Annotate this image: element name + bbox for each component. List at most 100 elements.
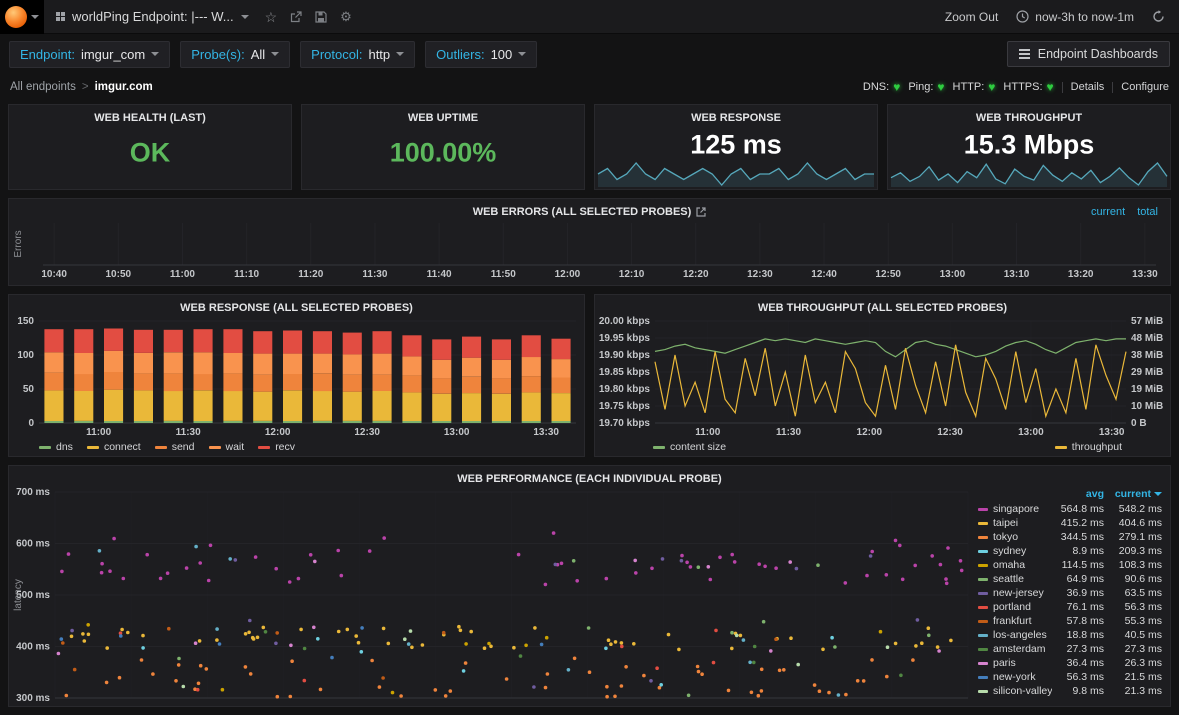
dashboard-picker[interactable]: worldPing Endpoint: |--- W... — [56, 9, 249, 24]
panel-title[interactable]: WEB ERRORS (ALL SELECTED PROBES) — [9, 199, 1170, 219]
probe-legend-row[interactable]: portland76.1 ms56.3 ms — [978, 600, 1162, 614]
probe-legend-row[interactable]: paris36.4 ms26.3 ms — [978, 656, 1162, 670]
dns-status-label: DNS: — [863, 81, 889, 93]
probe-legend-row[interactable]: tokyo344.5 ms279.1 ms — [978, 530, 1162, 544]
panel-web-response: WEB RESPONSE 125 ms — [594, 104, 878, 190]
svg-text:57 MiB: 57 MiB — [1131, 316, 1163, 327]
endpoint-filter-label: Endpoint: — [20, 47, 75, 62]
svg-text:10:40: 10:40 — [41, 269, 67, 280]
legend-item[interactable]: connect — [87, 441, 141, 453]
probes-filter[interactable]: Probe(s): All — [180, 41, 290, 68]
web-throughput-chart[interactable]: 11:0011:3012:0012:3013:0013:3020.00 kbps… — [595, 315, 1170, 438]
endpoint-dashboards-label: Endpoint Dashboards — [1038, 47, 1158, 61]
refresh-icon[interactable] — [1152, 10, 1165, 23]
web-performance-chart[interactable]: 300 ms400 ms500 ms600 ms700 mslatency — [9, 486, 974, 706]
time-picker[interactable]: now-3h to now-1m — [1016, 10, 1134, 24]
panel-title[interactable]: WEB RESPONSE (ALL SELECTED PROBES) — [9, 295, 584, 315]
probe-name: singapore — [993, 503, 1052, 515]
web-response-legend: dns connect send wait recv — [9, 438, 584, 456]
grafana-dashboard: worldPing Endpoint: |--- W... ☆ ⚙ Zoom O… — [0, 0, 1179, 715]
sort-by-avg[interactable]: avg — [1052, 488, 1104, 500]
heart-icon: ♥ — [893, 81, 900, 93]
svg-text:10:50: 10:50 — [106, 269, 132, 280]
probe-legend-row[interactable]: singapore564.8 ms548.2 ms — [978, 502, 1162, 516]
legend-label: send — [172, 441, 195, 453]
menu-icon — [1019, 49, 1030, 59]
probe-legend-row[interactable]: silicon-valley9.8 ms21.3 ms — [978, 684, 1162, 698]
svg-text:13:30: 13:30 — [1099, 427, 1125, 438]
web-response-sparkline — [596, 158, 876, 188]
sort-by-current[interactable]: current — [1104, 488, 1162, 500]
panel-title[interactable]: WEB HEALTH (LAST) — [9, 105, 291, 125]
svg-text:11:30: 11:30 — [176, 427, 201, 438]
configure-link[interactable]: Configure — [1121, 81, 1169, 93]
panel-title[interactable]: WEB UPTIME — [302, 105, 584, 125]
panel-title[interactable]: WEB THROUGHPUT (ALL SELECTED PROBES) — [595, 295, 1170, 315]
probe-legend-row[interactable]: omaha114.5 ms108.3 ms — [978, 558, 1162, 572]
dns-status: DNS: ♥ — [863, 81, 900, 93]
panel-title[interactable]: WEB THROUGHPUT — [888, 105, 1170, 125]
probe-avg-value: 114.5 ms — [1052, 559, 1104, 571]
legend-item-total[interactable]: total — [1137, 206, 1158, 218]
legend-item[interactable]: throughput — [1055, 441, 1122, 453]
sort-caret-icon — [1154, 492, 1162, 496]
web-response-chart[interactable]: 05010015011:0011:3012:0012:3013:0013:30 — [9, 315, 584, 438]
probe-avg-value: 36.4 ms — [1052, 657, 1104, 669]
legend-swatch — [978, 620, 988, 623]
probe-avg-value: 344.5 ms — [1052, 531, 1104, 543]
legend-item[interactable]: dns — [39, 441, 73, 453]
gear-icon[interactable]: ⚙ — [340, 10, 352, 23]
legend-label: connect — [104, 441, 141, 453]
endpoint-dashboards-button[interactable]: Endpoint Dashboards — [1007, 41, 1170, 67]
probe-name: silicon-valley — [993, 685, 1052, 697]
heart-icon: ♥ — [988, 81, 995, 93]
share-icon[interactable] — [290, 11, 302, 23]
http-status-label: HTTP: — [953, 81, 985, 93]
probe-current-value: 209.3 ms — [1104, 545, 1162, 557]
outliers-filter-label: Outliers: — [436, 47, 484, 62]
probe-legend-row[interactable]: los-angeles18.8 ms40.5 ms — [978, 628, 1162, 642]
star-icon[interactable]: ☆ — [265, 10, 278, 24]
svg-text:100: 100 — [17, 350, 34, 361]
probe-legend-row[interactable]: new-york56.3 ms21.5 ms — [978, 670, 1162, 684]
svg-text:11:00: 11:00 — [170, 269, 195, 280]
legend-swatch — [653, 446, 665, 449]
legend-item[interactable]: content size — [653, 441, 726, 453]
panel-title[interactable]: WEB RESPONSE — [595, 105, 877, 125]
probe-legend-row[interactable]: taipei415.2 ms404.6 ms — [978, 516, 1162, 530]
web-errors-chart[interactable]: 10:4010:5011:0011:1011:2011:3011:4011:50… — [9, 219, 1170, 281]
endpoint-filter[interactable]: Endpoint: imgur_com — [9, 41, 170, 68]
chevron-down-icon — [396, 52, 404, 56]
svg-text:11:30: 11:30 — [776, 427, 801, 438]
protocol-filter[interactable]: Protocol: http — [300, 41, 415, 68]
svg-text:12:40: 12:40 — [811, 269, 837, 280]
legend-item[interactable]: wait — [209, 441, 245, 453]
probe-legend-row[interactable]: seattle64.9 ms90.6 ms — [978, 572, 1162, 586]
grafana-logo-button[interactable] — [0, 0, 44, 34]
probe-current-value: 404.6 ms — [1104, 517, 1162, 529]
probe-name: paris — [993, 657, 1052, 669]
save-icon[interactable] — [315, 11, 327, 23]
legend-item-current[interactable]: current — [1091, 206, 1125, 218]
legend-label: dns — [56, 441, 73, 453]
zoom-out-button[interactable]: Zoom Out — [945, 10, 998, 24]
svg-text:0 B: 0 B — [1131, 418, 1147, 429]
legend-swatch — [39, 446, 51, 449]
external-link-icon[interactable] — [696, 207, 706, 217]
legend-item[interactable]: send — [155, 441, 195, 453]
svg-text:12:50: 12:50 — [875, 269, 901, 280]
legend-swatch — [978, 508, 988, 511]
probe-legend-row[interactable]: frankfurt57.8 ms55.3 ms — [978, 614, 1162, 628]
outliers-filter[interactable]: Outliers: 100 — [425, 41, 537, 68]
breadcrumb-all-endpoints[interactable]: All endpoints — [10, 81, 76, 93]
probe-legend-row[interactable]: sydney8.9 ms209.3 ms — [978, 544, 1162, 558]
probe-legend-row[interactable]: new-jersey36.9 ms63.5 ms — [978, 586, 1162, 600]
probe-current-value: 26.3 ms — [1104, 657, 1162, 669]
legend-item[interactable]: recv — [258, 441, 295, 453]
probe-current-value: 27.3 ms — [1104, 643, 1162, 655]
panel-title[interactable]: WEB PERFORMANCE (EACH INDIVIDUAL PROBE) — [9, 466, 1170, 486]
heart-icon: ♥ — [1047, 81, 1054, 93]
probe-legend-row[interactable]: amsterdam27.3 ms27.3 ms — [978, 642, 1162, 656]
probe-avg-value: 9.8 ms — [1052, 685, 1104, 697]
details-link[interactable]: Details — [1071, 81, 1105, 93]
